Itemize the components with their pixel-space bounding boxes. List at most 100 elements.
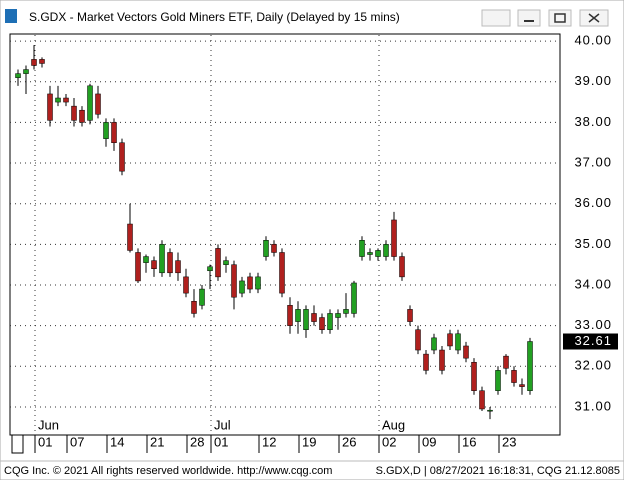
candle-body	[63, 97, 69, 103]
candle-body	[327, 313, 333, 330]
candle-body	[111, 122, 117, 143]
candle-body	[247, 276, 253, 290]
minimize-button[interactable]	[517, 9, 541, 27]
month-label: Jul	[214, 417, 231, 432]
y-tick-label: 36.00	[574, 195, 612, 210]
candle-body	[407, 309, 413, 322]
month-label: Jun	[38, 417, 59, 432]
candle-body	[487, 409, 493, 412]
candle-body	[375, 250, 381, 257]
candle-body	[343, 309, 349, 314]
candle-body	[15, 73, 21, 78]
candle-body	[319, 317, 325, 330]
candle-body	[127, 223, 133, 251]
maximize-icon	[554, 13, 566, 23]
close-icon	[588, 13, 600, 23]
candle-body	[271, 244, 277, 253]
x-tick-label: 12	[262, 434, 276, 449]
candle-body	[471, 361, 477, 391]
x-tick-label: 07	[70, 434, 84, 449]
candle-body	[183, 276, 189, 294]
candle-body	[255, 276, 261, 290]
candle-body	[359, 240, 365, 257]
candle-body	[87, 85, 93, 121]
candle-body	[423, 353, 429, 371]
candle-body	[199, 288, 205, 306]
x-tick-label: 09	[422, 434, 436, 449]
candle-body	[79, 109, 85, 123]
x-tick-label: 28	[190, 434, 204, 449]
candle-body	[303, 309, 309, 330]
candle-body	[191, 301, 197, 314]
maximize-button[interactable]	[548, 9, 572, 27]
candle-body	[103, 122, 109, 139]
candle-body	[447, 333, 453, 347]
x-tick-label: 01	[214, 434, 228, 449]
candle-body	[71, 105, 77, 121]
y-tick-label: 34.00	[574, 276, 612, 291]
candle-body	[95, 93, 101, 115]
candle-body	[439, 349, 445, 371]
candle-body	[175, 260, 181, 274]
x-tick-label: 14	[110, 434, 124, 449]
last-price-label: 32.61	[574, 333, 612, 348]
x-tick-label: 19	[302, 434, 316, 449]
y-tick-label: 38.00	[574, 114, 612, 129]
candle-body	[167, 252, 173, 274]
candle-body	[295, 309, 301, 322]
candle-body	[463, 345, 469, 359]
y-tick-label: 35.00	[574, 236, 612, 251]
x-tick-label: 26	[342, 434, 356, 449]
month-label: Aug	[382, 417, 405, 432]
candle-body	[239, 280, 245, 294]
x-tick-label: 02	[382, 434, 396, 449]
plot-area	[9, 33, 561, 436]
candle-body	[287, 305, 293, 326]
x-tick-label: 16	[462, 434, 476, 449]
candle-body	[527, 341, 533, 391]
y-tick-label: 39.00	[574, 73, 612, 88]
candle-body	[159, 244, 165, 274]
x-tick-label: 21	[150, 434, 164, 449]
app-icon	[5, 9, 17, 23]
candle-body	[431, 337, 437, 351]
candle-body	[231, 264, 237, 298]
candle-body	[415, 329, 421, 351]
candle-body	[119, 142, 125, 172]
candle-body	[503, 355, 509, 369]
last-price-box	[563, 333, 618, 350]
candle-body	[151, 260, 157, 269]
window-buttons[interactable]	[481, 9, 609, 27]
link-button[interactable]	[481, 9, 511, 27]
candle-body	[311, 313, 317, 322]
candle-body	[511, 370, 517, 383]
candle-body	[391, 219, 397, 257]
candle-body	[31, 59, 37, 66]
candle-body	[279, 252, 285, 294]
candle-body	[383, 244, 389, 257]
window-title: S.GDX - Market Vectors Gold Miners ETF, …	[29, 10, 400, 24]
candle-body	[455, 333, 461, 351]
footer-right: S.GDX,D | 08/27/2021 16:18:31, CQG 21.12…	[376, 465, 620, 477]
candle-body	[23, 69, 29, 74]
candle-body	[495, 370, 501, 391]
y-tick-label: 40.00	[574, 33, 612, 48]
candle-body	[351, 282, 357, 314]
candle-body	[55, 97, 61, 103]
candle-body	[39, 59, 45, 64]
candle-body	[367, 252, 373, 255]
candle-body	[335, 313, 341, 318]
y-tick-label: 33.00	[574, 317, 612, 332]
scroll-box[interactable]	[11, 434, 24, 454]
candle-body	[399, 256, 405, 278]
y-tick-label: 37.00	[574, 154, 612, 169]
candle-body	[143, 256, 149, 263]
candle-body	[135, 252, 141, 282]
candle-body	[263, 240, 269, 257]
candle-body	[223, 260, 229, 265]
y-tick-label: 31.00	[574, 398, 612, 413]
candle-body	[519, 384, 525, 387]
x-tick-label: 23	[502, 434, 516, 449]
x-tick-label: 01	[38, 434, 52, 449]
